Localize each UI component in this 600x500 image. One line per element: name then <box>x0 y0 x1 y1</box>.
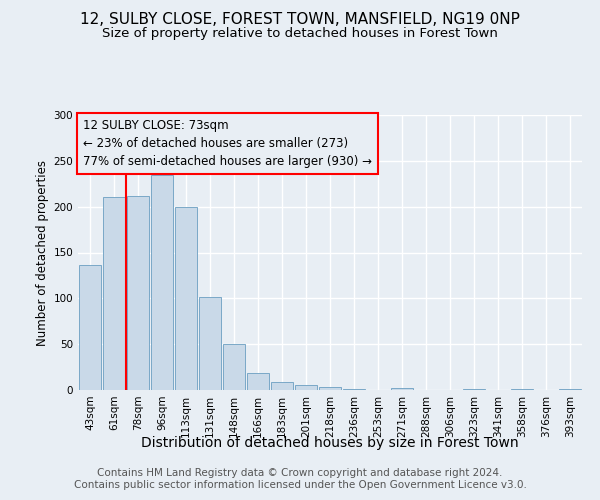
Text: Contains HM Land Registry data © Crown copyright and database right 2024.: Contains HM Land Registry data © Crown c… <box>97 468 503 477</box>
Bar <box>199 298 221 390</box>
Bar <box>271 382 293 390</box>
Text: 12, SULBY CLOSE, FOREST TOWN, MANSFIELD, NG19 0NP: 12, SULBY CLOSE, FOREST TOWN, MANSFIELD,… <box>80 12 520 28</box>
Text: Contains public sector information licensed under the Open Government Licence v3: Contains public sector information licen… <box>74 480 526 490</box>
Bar <box>319 387 341 390</box>
Bar <box>343 389 365 390</box>
Bar <box>103 196 125 390</box>
Bar <box>247 372 269 390</box>
Bar <box>79 266 101 390</box>
Bar <box>559 389 581 390</box>
Bar <box>223 344 245 390</box>
Text: Distribution of detached houses by size in Forest Town: Distribution of detached houses by size … <box>141 436 519 450</box>
Y-axis label: Number of detached properties: Number of detached properties <box>36 160 49 346</box>
Bar <box>127 196 149 390</box>
Bar <box>391 388 413 390</box>
Text: Size of property relative to detached houses in Forest Town: Size of property relative to detached ho… <box>102 28 498 40</box>
Bar <box>175 206 197 390</box>
Bar <box>511 389 533 390</box>
Bar <box>463 389 485 390</box>
Bar <box>151 176 173 390</box>
Bar <box>295 386 317 390</box>
Text: 12 SULBY CLOSE: 73sqm
← 23% of detached houses are smaller (273)
77% of semi-det: 12 SULBY CLOSE: 73sqm ← 23% of detached … <box>83 119 372 168</box>
